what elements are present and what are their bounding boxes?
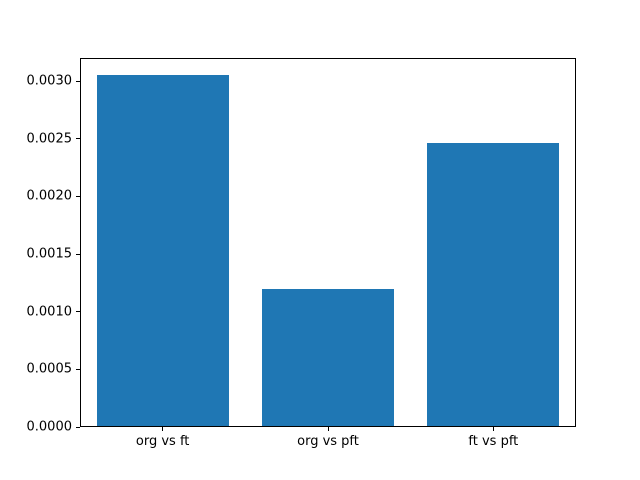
y-tick-label: 0.0005 [26,361,73,377]
y-axis-tick [76,426,80,428]
y-axis-tick [76,80,80,82]
x-axis-tick [492,427,494,431]
y-axis-tick [76,311,80,313]
bar-org-vs-pft [261,288,395,426]
x-tick-label: org vs ft [135,434,190,449]
y-tick-label: 0.0025 [26,131,73,147]
y-tick-label: 0.0020 [26,188,73,204]
x-axis-tick [162,427,164,431]
y-axis-tick [76,138,80,140]
y-tick-label: 0.0010 [26,304,73,320]
y-axis-tick [76,253,80,255]
y-axis-tick [76,368,80,370]
y-axis-tick [76,195,80,197]
y-tick-label: 0.0015 [26,246,73,262]
x-axis-tick [327,427,329,431]
x-tick-label: ft vs pft [468,434,519,449]
y-tick-label: 0.0000 [26,419,73,435]
bar-ft-vs-pft [427,143,560,426]
x-tick-label: org vs pft [297,434,359,449]
y-tick-label: 0.0030 [26,73,73,89]
bar-org-vs-ft [96,75,229,426]
